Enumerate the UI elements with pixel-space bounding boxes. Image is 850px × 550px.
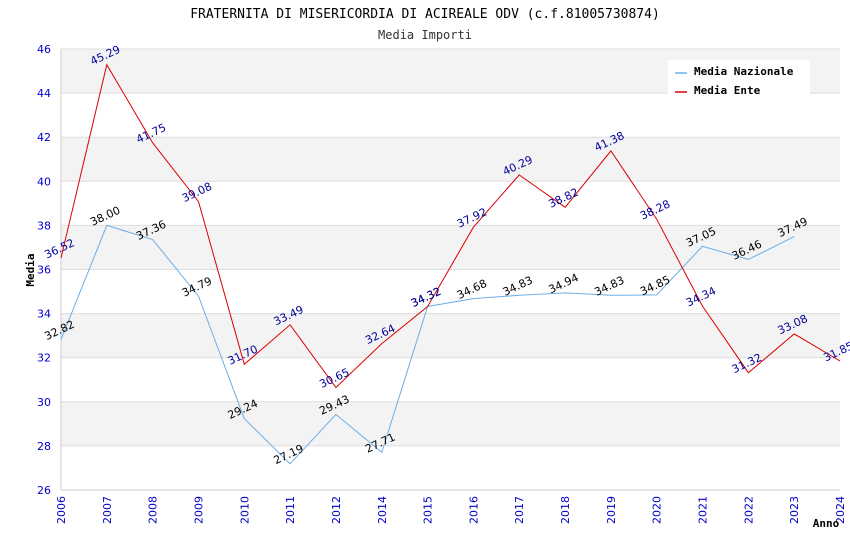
x-tick-label: 2024 — [834, 496, 847, 524]
grid-band — [61, 313, 840, 358]
y-tick-label: 26 — [37, 484, 51, 497]
series-line-media-ente — [60, 63, 841, 389]
x-tick-label: 2015 — [422, 496, 435, 524]
data-label: 34.32 — [409, 285, 443, 310]
y-tick-label: 40 — [37, 175, 51, 188]
x-tick-label: 2017 — [513, 496, 526, 524]
data-label: 34.34 — [684, 284, 718, 309]
x-tick-label: 2009 — [192, 496, 205, 524]
x-tick-label: 2011 — [284, 496, 297, 524]
x-tick-label: 2023 — [788, 496, 801, 524]
x-tick-label: 2022 — [742, 496, 755, 524]
x-tick-label: 2018 — [559, 496, 572, 524]
legend-label-media-nazionale: Media Nazionale — [694, 65, 794, 78]
grid-band — [61, 137, 840, 182]
axes — [60, 49, 840, 491]
x-tick-labels: 2006 2007 2008 2009 2010 2011 2012 2014 2015 2016… — [55, 496, 847, 524]
x-tick-label: 2016 — [467, 496, 480, 524]
x-tick-label: 2014 — [376, 496, 389, 524]
grid-band — [61, 225, 840, 270]
y-tick-label: 32 — [37, 352, 51, 365]
x-tick-label: 2019 — [605, 496, 618, 524]
data-label: 38.82 — [547, 186, 581, 211]
y-tick-label: 46 — [37, 43, 51, 56]
y-axis-label: Media — [24, 253, 37, 286]
data-label: 38.28 — [638, 198, 672, 223]
y-tick-label: 42 — [37, 131, 51, 144]
data-label: 34.79 — [180, 274, 214, 299]
y-tick-label: 36 — [37, 264, 51, 277]
series-lines — [60, 63, 841, 465]
x-tick-label: 2010 — [238, 496, 251, 524]
y-tick-label: 34 — [37, 308, 51, 321]
x-axis-label: Anno — [813, 517, 840, 530]
chart-subtitle: Media Importi — [378, 28, 472, 42]
y-tick-label: 28 — [37, 440, 51, 453]
x-tick-label: 2008 — [147, 496, 160, 524]
legend: Media Nazionale Media Ente — [668, 60, 810, 98]
legend-box — [668, 60, 810, 98]
x-tick-label: 2006 — [55, 496, 68, 524]
y-tick-label: 44 — [37, 87, 51, 100]
x-tick-label: 2012 — [330, 496, 343, 524]
x-tick-label: 2007 — [101, 496, 114, 524]
legend-label-media-ente: Media Ente — [694, 84, 761, 97]
x-tick-label: 2020 — [651, 496, 664, 524]
y-tick-label: 30 — [37, 396, 51, 409]
grid-lines — [61, 48, 840, 491]
y-tick-labels: 26 28 30 32 34 36 38 40 42 44 46 — [37, 43, 51, 497]
y-tick-label: 38 — [37, 219, 51, 232]
grid-bands — [61, 49, 840, 446]
grid-band — [61, 401, 840, 446]
chart-title: FRATERNITA DI MISERICORDIA DI ACIREALE O… — [190, 7, 660, 22]
x-tick-label: 2021 — [697, 496, 710, 524]
